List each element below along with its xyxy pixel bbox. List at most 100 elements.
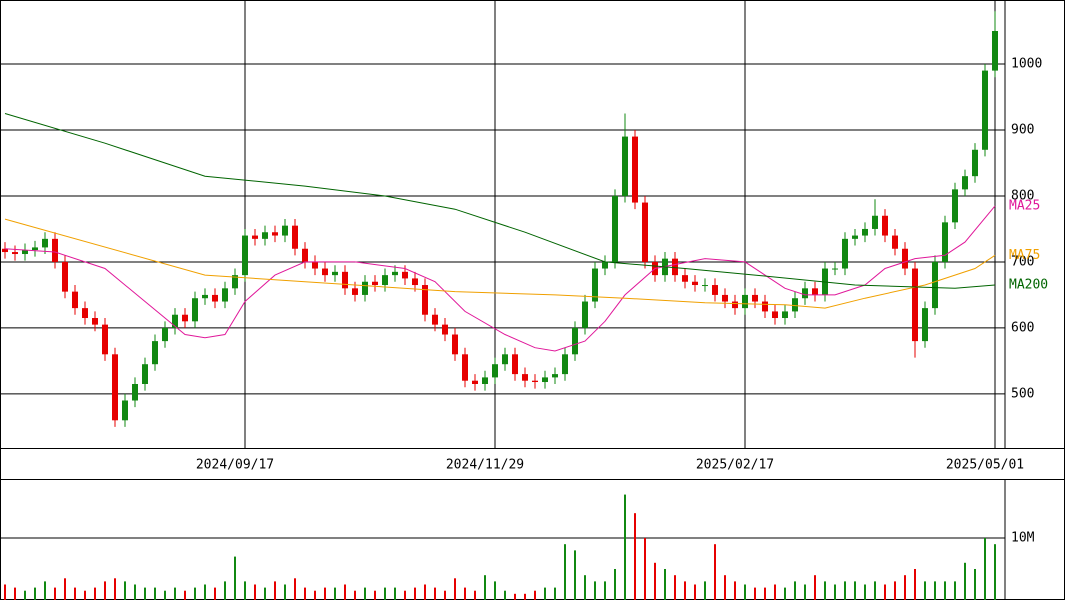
candle-body	[592, 268, 598, 302]
volume-bar	[564, 544, 566, 600]
volume-bar	[934, 581, 936, 600]
volume-bar	[74, 587, 76, 600]
candle-body	[492, 364, 498, 378]
volume-bar	[964, 562, 966, 600]
volume-bar	[224, 581, 226, 600]
candle-body	[622, 136, 628, 196]
volume-bar	[274, 581, 276, 600]
candle-body	[352, 288, 358, 295]
candle-body	[42, 238, 48, 248]
volume-bar	[374, 590, 376, 600]
candle-body	[142, 364, 148, 384]
candle-body	[442, 324, 448, 335]
candle-body	[812, 288, 818, 295]
candle-body	[872, 215, 878, 229]
candle-body	[842, 238, 848, 269]
candle-body	[692, 281, 698, 286]
volume-bar	[34, 587, 36, 600]
volume-bar	[464, 587, 466, 600]
volume-bar	[164, 590, 166, 600]
volume-bar	[444, 590, 446, 600]
candle-body	[192, 298, 198, 322]
candle-body	[452, 334, 458, 355]
volume-bar	[434, 587, 436, 600]
volume-bar	[894, 581, 896, 600]
candle-body	[682, 275, 688, 282]
volume-bar	[134, 584, 136, 600]
volume-bar	[364, 587, 366, 600]
candle-body	[162, 327, 168, 342]
volume-bar	[4, 584, 6, 600]
volume-bar	[714, 544, 716, 600]
volume-bar	[104, 581, 106, 600]
candle-body	[92, 318, 98, 325]
candle-body	[122, 400, 128, 421]
volume-bar	[344, 584, 346, 600]
volume-bar	[234, 556, 236, 600]
volume-bar	[334, 587, 336, 600]
volume-bar	[294, 578, 296, 600]
volume-bar	[404, 590, 406, 600]
legend-label: MA200	[1009, 278, 1048, 293]
volume-bar	[654, 562, 656, 600]
candle-body	[362, 281, 368, 295]
candle-body	[292, 225, 298, 249]
candle-body	[582, 301, 588, 328]
volume-bar	[544, 587, 546, 600]
y-tick-label: 700	[1011, 254, 1034, 269]
candle-body	[752, 294, 758, 302]
candle-body	[632, 136, 638, 203]
y-tick-label: 1000	[1011, 57, 1042, 72]
candle-body	[102, 324, 108, 355]
volume-bar	[114, 578, 116, 600]
candle-body	[232, 275, 238, 289]
volume-bar	[844, 581, 846, 600]
y-tick-label: 800	[1011, 188, 1034, 203]
volume-bar	[324, 587, 326, 600]
candle-body	[712, 285, 718, 295]
volume-bar	[624, 494, 626, 600]
volume-bar	[424, 584, 426, 600]
candle-body	[742, 294, 748, 309]
x-tick-label: 2025/02/17	[696, 458, 774, 473]
volume-bar	[774, 584, 776, 600]
candle-body	[392, 271, 398, 276]
candle-body	[312, 261, 318, 269]
candle-body	[412, 278, 418, 286]
volume-bar	[664, 568, 666, 600]
volume-bar	[884, 584, 886, 600]
volume-bar	[724, 575, 726, 600]
candle-body	[322, 268, 328, 276]
candle-body	[642, 202, 648, 262]
candle-body	[942, 222, 948, 262]
volume-bar	[174, 587, 176, 600]
volume-bar	[494, 581, 496, 600]
volume-bar	[44, 581, 46, 600]
volume-bar	[814, 575, 816, 600]
candle-body	[862, 228, 868, 236]
candle-body	[572, 327, 578, 355]
volume-bar	[474, 590, 476, 600]
candle-body	[922, 308, 928, 342]
moving-average	[4, 113, 996, 289]
volume-bar	[794, 581, 796, 600]
candle-body	[222, 288, 228, 302]
candle-body	[772, 311, 778, 319]
volume-bar	[414, 587, 416, 600]
candle-body	[882, 215, 888, 236]
candle-body	[892, 235, 898, 249]
candle-body	[932, 261, 938, 309]
volume-bar	[974, 568, 976, 600]
candle-body	[912, 268, 918, 342]
candle-body	[332, 271, 338, 276]
volume-bar	[554, 587, 556, 600]
volume-bar	[14, 587, 16, 600]
candle-body	[82, 308, 88, 319]
volume-bar	[614, 568, 616, 600]
candle-body	[902, 248, 908, 269]
candle-body	[202, 294, 208, 299]
volume-bar	[864, 584, 866, 600]
candle-body	[832, 268, 838, 270]
candle-body	[612, 195, 618, 262]
